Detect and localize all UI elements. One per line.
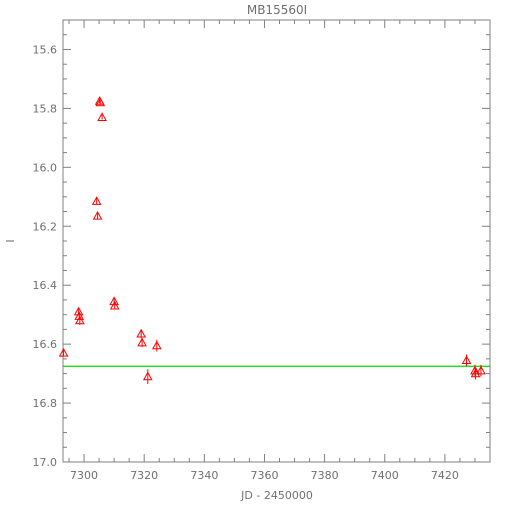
x-tick-label: 7340	[190, 469, 218, 482]
triangle-marker	[74, 315, 85, 325]
data-point	[109, 300, 120, 310]
y-axis-ticks: 15.6 15.8 16.0 16.2 16.4 16.6 16.8 17.0	[33, 19, 490, 469]
data-point	[151, 339, 162, 352]
x-tick-label: 7300	[70, 469, 98, 482]
triangle-marker	[95, 97, 106, 107]
triangle-marker	[92, 210, 103, 220]
y-tick-label: 16.2	[33, 220, 58, 233]
triangle-marker	[73, 306, 84, 316]
triangle-marker	[74, 311, 85, 320]
data-point	[137, 337, 147, 348]
data-point	[136, 328, 147, 339]
chart-title: MB15560I	[247, 3, 307, 17]
x-axis-title: JD - 2450000	[240, 489, 313, 502]
x-tick-label: 7400	[371, 469, 399, 482]
data-point	[461, 354, 472, 367]
data-point	[97, 112, 107, 121]
x-tick-label: 7360	[250, 469, 278, 482]
y-axis-title: I	[4, 239, 17, 242]
triangle-marker	[109, 300, 120, 310]
data-points	[58, 96, 486, 384]
y-tick-label: 15.8	[33, 102, 58, 115]
data-point	[476, 364, 486, 377]
triangle-marker	[137, 337, 147, 347]
triangle-marker	[476, 365, 486, 375]
triangle-marker	[91, 196, 102, 205]
y-tick-label: 17.0	[33, 456, 58, 469]
data-point	[92, 210, 103, 220]
data-point	[91, 196, 102, 205]
triangle-marker	[97, 112, 107, 121]
data-point	[58, 347, 69, 357]
triangle-marker	[136, 328, 147, 338]
triangle-marker	[58, 347, 69, 357]
y-tick-label: 15.6	[33, 43, 58, 56]
y-tick-label: 16.4	[33, 279, 58, 292]
plot-frame	[62, 19, 491, 463]
triangle-marker	[470, 365, 480, 375]
triangle-marker	[142, 371, 153, 381]
y-tick-label: 16.6	[33, 338, 58, 351]
data-point	[74, 315, 85, 325]
x-axis-ticks: 7300 7320 7340 7360 7380 7400 7420	[68, 20, 491, 482]
x-tick-label: 7320	[130, 469, 158, 482]
y-tick-label: 16.0	[33, 161, 58, 174]
x-tick-label: 7380	[311, 469, 339, 482]
data-point	[95, 97, 106, 107]
triangle-marker	[461, 355, 472, 365]
triangle-marker	[109, 296, 119, 306]
y-tick-label: 16.8	[33, 397, 58, 410]
triangle-marker	[151, 340, 162, 350]
data-point	[142, 369, 153, 384]
x-tick-label: 7420	[431, 469, 459, 482]
